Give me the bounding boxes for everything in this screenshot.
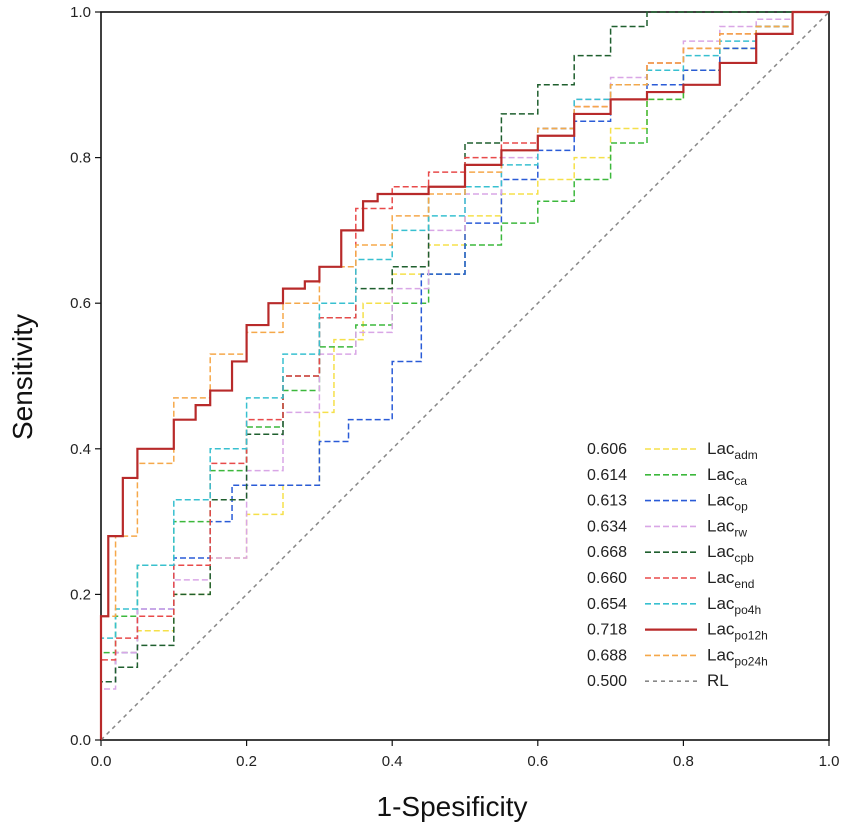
x-tick-label: 0.2: [236, 753, 257, 770]
series-line-po12h: [99, 10, 829, 740]
legend-auc-po4h: 0.654: [587, 596, 627, 613]
y-tick-label: 0.2: [70, 586, 91, 603]
legend-subscript-end: end: [734, 577, 754, 591]
legend-subscript-rw: rw: [734, 525, 747, 539]
legend-subscript-ca: ca: [734, 474, 747, 488]
series-line-rl: [100, 11, 830, 741]
series-layer: [99, 10, 830, 741]
legend-subscript-op: op: [734, 500, 748, 514]
legend-subscript-po12h: po12h: [734, 629, 767, 643]
legend-auc-ca: 0.614: [587, 467, 627, 484]
y-tick-label: 1.0: [70, 4, 91, 21]
y-axis-title: Sensitivity: [7, 314, 38, 440]
y-tick-label: 0.0: [70, 732, 91, 749]
legend-auc-rl: 0.500: [587, 673, 627, 690]
x-tick-label: 0.8: [673, 753, 694, 770]
legend-auc-rw: 0.634: [587, 518, 627, 535]
x-tick-label: 0.4: [382, 753, 403, 770]
legend-subscript-adm: adm: [734, 448, 757, 462]
legend-subscript-po24h: po24h: [734, 654, 767, 668]
legend-auc-cpb: 0.668: [587, 544, 627, 561]
legend-subscript-cpb: cpb: [734, 551, 754, 565]
x-axis-ticks: 0.0 0.2 0.4 0.6 0.8 1.0: [91, 740, 840, 770]
legend-subscript-po4h: po4h: [734, 603, 761, 617]
x-tick-label: 0.6: [527, 753, 548, 770]
legend-auc-end: 0.660: [587, 570, 627, 587]
legend-auc-po24h: 0.688: [587, 647, 627, 664]
series-line-cpb: [100, 11, 829, 740]
legend-auc-po12h: 0.718: [587, 622, 627, 639]
legend-auc-op: 0.613: [587, 493, 627, 510]
legend-auc-adm: 0.606: [587, 441, 627, 458]
x-tick-label: 0.0: [91, 753, 112, 770]
y-tick-label: 0.8: [70, 150, 91, 167]
y-axis-ticks: 0.0 0.2 0.4 0.6 0.8 1.0: [70, 4, 101, 749]
x-tick-label: 1.0: [819, 753, 840, 770]
y-tick-label: 0.4: [70, 441, 91, 458]
y-tick-label: 0.6: [70, 295, 91, 312]
x-axis-title: 1-Spesificity: [377, 791, 528, 822]
legend-label-rl: RL: [707, 671, 729, 690]
